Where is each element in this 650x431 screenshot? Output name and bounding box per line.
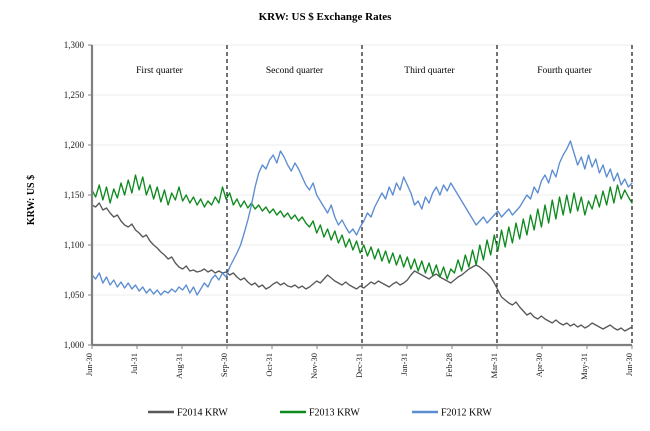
chart-legend: F2014 KRW F2013 KRW F2012 KRW [148,408,492,419]
x-tick-label: Jun-30 [624,353,634,376]
x-tick-label: May-31 [579,353,589,380]
y-tick-label: 1,250 [64,90,85,100]
chart-title: KRW: US $ Exchange Rates [259,11,393,23]
x-tick-label: Oct-31 [264,353,274,377]
quarter-labels: First quarter Second quarter Third quarter… [136,66,592,76]
series-line-f2013-krw [91,174,633,280]
y-tick-label: 1,100 [64,240,85,250]
quarter-dividers [226,45,633,345]
y-tick-label: 1,200 [64,140,85,150]
x-tick-label: Sep-30 [219,353,229,377]
quarter-label: Fourth quarter [537,66,592,76]
legend-label: F2012 KRW [441,408,492,419]
x-tick-label: Jul-31 [129,353,139,374]
quarter-label: Second quarter [266,66,324,76]
x-tick-label: Apr-30 [534,353,544,377]
data-series [91,140,633,332]
quarter-label: First quarter [136,66,184,76]
x-tick-label: Jun-30 [84,353,94,376]
x-axis-ticks: Jun-30 Jul-31 Aug-31 Sep-30 Oct-31 Nov-30 Dec-… [84,345,634,380]
x-tick-label: Dec-31 [354,353,364,378]
y-tick-label: 1,050 [64,290,85,300]
x-tick-label: Nov-30 [309,353,319,379]
legend-label: F2014 KRW [177,408,228,419]
y-tick-label: 1,000 [64,340,85,350]
x-tick-label: Feb-28 [444,353,454,377]
legend-label: F2013 KRW [309,408,360,419]
x-tick-label: Jan-31 [399,353,409,376]
y-tick-label: 1,300 [64,40,85,50]
series-line-f2014-krw [91,202,633,332]
x-tick-label: Mar-31 [489,353,499,378]
y-tick-label: 1,150 [64,190,85,200]
quarter-label: Third quarter [404,66,455,76]
y-axis-title: KRW: US $ [26,175,37,225]
series-line-f2012-krw [91,140,633,296]
x-tick-label: Aug-31 [174,353,184,379]
